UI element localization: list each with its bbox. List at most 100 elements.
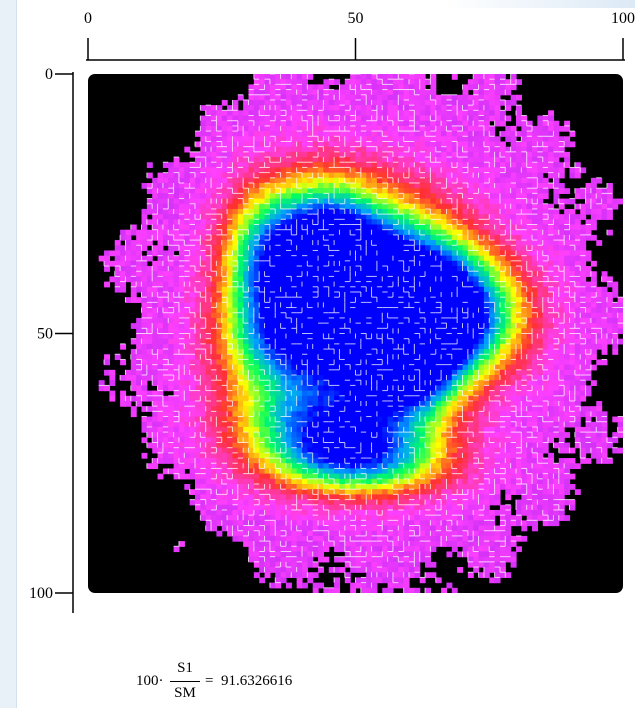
heatmap-cell (446, 198, 453, 205)
heatmap-cell (574, 291, 581, 298)
heatmap-cell (173, 182, 180, 189)
heatmap-cell (141, 307, 148, 314)
heatmap-cell (446, 224, 453, 231)
heatmap-cell (136, 281, 143, 288)
heatmap-cell (355, 177, 362, 184)
heatmap-cell (360, 115, 367, 122)
heatmap-cell (430, 84, 437, 91)
heatmap-cell (387, 115, 394, 122)
heatmap-cell (269, 281, 276, 288)
heatmap-cell (419, 276, 426, 283)
heatmap-cell (409, 224, 415, 231)
heatmap-cell (457, 167, 464, 174)
heatmap-cell (494, 141, 501, 148)
heatmap-cell (275, 214, 282, 220)
heatmap-cell (548, 234, 555, 241)
heatmap-cell (425, 229, 431, 236)
heatmap-cell (178, 229, 185, 236)
heatmap-cell (302, 203, 308, 210)
heatmap-cell (178, 203, 185, 210)
heatmap-cell (237, 255, 244, 262)
heatmap-cell (339, 131, 346, 137)
heatmap-cell (334, 131, 341, 137)
heatmap-cell (366, 79, 373, 85)
heatmap-cell (275, 188, 282, 194)
heatmap-cell (382, 240, 389, 246)
heatmap-cell (387, 234, 394, 241)
heatmap-cell (178, 188, 185, 194)
heatmap-cell (526, 193, 533, 200)
heatmap-cell (189, 214, 196, 220)
heatmap-cell (532, 229, 538, 236)
heatmap-cell (269, 99, 276, 106)
heatmap-cell (499, 260, 506, 267)
heatmap-cell (462, 167, 469, 174)
heatmap-cell (275, 115, 282, 122)
heatmap-cell (189, 266, 196, 272)
heatmap-cell (264, 115, 271, 122)
heatmap-cell (494, 255, 501, 262)
heatmap-cell (441, 110, 448, 117)
heatmap-cell (371, 240, 378, 246)
heatmap-cell (146, 198, 153, 205)
heatmap-cell (435, 105, 442, 111)
heatmap-cell (227, 203, 234, 210)
heatmap-cell (467, 105, 474, 111)
heatmap-cell (264, 245, 271, 252)
heatmap-cell (162, 177, 169, 184)
heatmap-cell (510, 260, 517, 267)
heatmap-cell (499, 84, 506, 91)
heatmap-cell (376, 79, 383, 85)
heatmap-cell (462, 157, 469, 163)
heatmap-cell (371, 115, 378, 122)
heatmap-cell (478, 260, 485, 267)
heatmap-cell (189, 198, 196, 205)
heatmap-cell (302, 125, 308, 132)
heatmap-cell (366, 281, 373, 288)
heatmap-cell (285, 229, 292, 236)
heatmap-cell (312, 177, 319, 184)
heatmap-cell (532, 198, 538, 205)
heatmap-cell (178, 260, 185, 267)
heatmap-cell (505, 198, 512, 205)
heatmap-cell (243, 136, 250, 143)
heatmap-cell (548, 182, 555, 189)
heatmap-cell (366, 203, 373, 210)
heatmap-cell (457, 302, 464, 309)
heatmap-cell (360, 198, 367, 205)
heatmap-cell (467, 229, 474, 236)
heatmap-cell (280, 99, 287, 106)
heatmap-cell (360, 131, 367, 137)
heatmap-cell (248, 84, 255, 91)
heatmap-cell (489, 271, 496, 278)
heatmap-cell (419, 110, 426, 117)
heatmap-cell (532, 214, 538, 220)
heatmap-cell (526, 240, 533, 246)
heatmap-cell (114, 250, 121, 257)
heatmap-cell (414, 276, 421, 283)
heatmap-cell (494, 198, 501, 205)
heatmap-cell (178, 276, 185, 283)
heatmap-cell (462, 193, 469, 200)
heatmap-cell (564, 291, 571, 298)
heatmap-cell (104, 255, 110, 262)
heatmap-cell (516, 198, 522, 205)
heatmap-cell (414, 79, 421, 85)
heatmap-cell (532, 286, 538, 293)
heatmap-cell (350, 105, 357, 111)
heatmap-cell (516, 105, 522, 111)
heatmap-cell (419, 214, 426, 220)
heatmap-cell (462, 162, 469, 169)
heatmap-cell (221, 141, 228, 148)
heatmap-cell (237, 276, 244, 283)
heatmap-cell (590, 224, 597, 231)
heatmap-cell (312, 245, 319, 252)
heatmap-cell (253, 193, 260, 200)
heatmap-cell (510, 74, 517, 80)
heatmap-cell (457, 297, 464, 303)
heatmap-cell (435, 281, 442, 288)
heatmap-cell (392, 151, 399, 158)
heatmap-cell (376, 74, 383, 80)
heatmap-cell (483, 302, 490, 309)
heatmap-cell (574, 188, 581, 194)
